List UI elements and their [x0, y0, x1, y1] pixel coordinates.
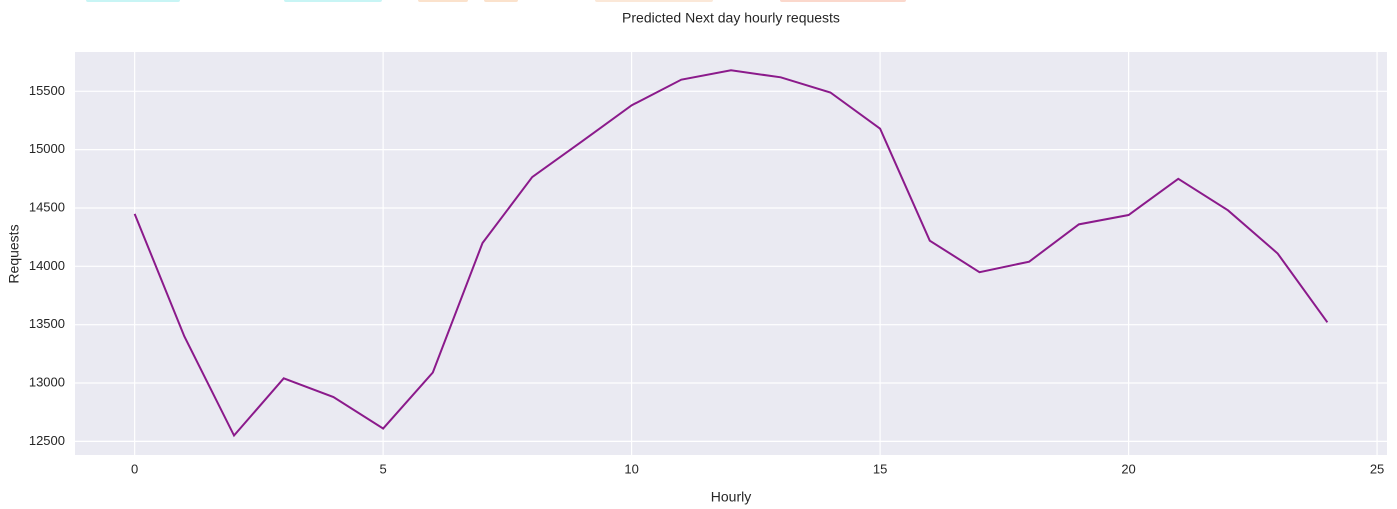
y-tick-label: 13500	[29, 316, 65, 331]
x-tick-label: 20	[1121, 461, 1135, 476]
plot-area	[75, 52, 1387, 455]
decor	[418, 0, 468, 2]
y-tick-label: 14000	[29, 258, 65, 273]
y-axis-label: Requests	[6, 224, 22, 283]
line-series	[133, 69, 1329, 438]
y-tick-label: 15500	[29, 83, 65, 98]
decor	[595, 0, 713, 2]
x-tick-label: 10	[624, 461, 638, 476]
x-tick-label: 15	[873, 461, 887, 476]
decor	[484, 0, 518, 2]
y-tick-label: 13000	[29, 374, 65, 389]
x-tick-label: 25	[1370, 461, 1384, 476]
y-tick-label: 12500	[29, 433, 65, 448]
x-axis-label: Hourly	[711, 489, 751, 505]
y-tick-label: 15000	[29, 141, 65, 156]
y-tick-label: 14500	[29, 199, 65, 214]
decor	[86, 0, 180, 2]
decor	[284, 0, 382, 2]
x-tick-label: 0	[131, 461, 138, 476]
x-tick-label: 5	[380, 461, 387, 476]
chart-title: Predicted Next day hourly requests	[622, 10, 840, 26]
decor	[780, 0, 906, 2]
